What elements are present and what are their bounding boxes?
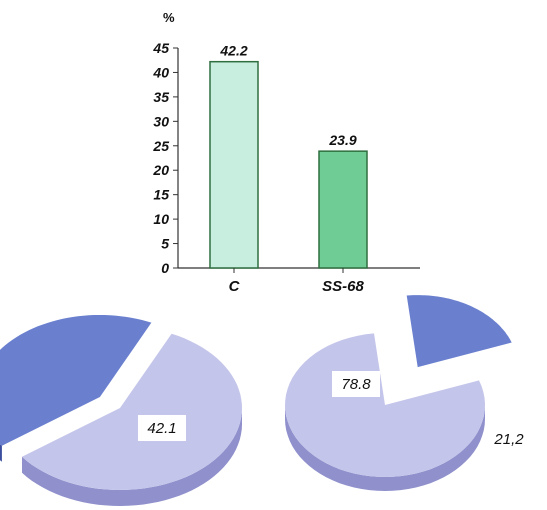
pie-slice-top	[285, 333, 485, 477]
slice-label-box	[485, 426, 533, 452]
y-tick-label: 30	[153, 113, 169, 129]
y-tick-label: 10	[153, 211, 169, 227]
pie-chart-2: 78.8 21,2	[285, 295, 533, 491]
y-tick-label: 35	[153, 89, 169, 105]
bar-chart: % 0 5 10 15 20 25 30 35 40 45 42.2 C 23.9 SS-68	[152, 10, 420, 295]
bar-value-label: 42.2	[219, 43, 247, 59]
pie-chart-1: 57.942.1	[0, 315, 242, 506]
y-unit-label: %	[163, 10, 175, 25]
pie-slice-side	[0, 444, 2, 462]
pie-slice: 21,2	[406, 295, 533, 452]
pie-slice-top	[22, 333, 242, 490]
bar-ss-68	[318, 150, 368, 269]
pie-slice: 42.1	[0, 315, 186, 462]
bar-c	[209, 60, 259, 269]
slice-label-box	[138, 415, 186, 441]
bar-value-label: 23.9	[328, 132, 356, 148]
pie-slice-side	[22, 408, 242, 506]
y-tick-label: 25	[152, 138, 169, 154]
y-tick-label: 20	[152, 162, 169, 178]
slice-label-box	[332, 371, 380, 397]
category-label: SS-68	[322, 278, 364, 295]
slice-label: 42.1	[147, 420, 176, 437]
pie-slice-top	[0, 315, 152, 446]
y-ticks: 0 5 10 15 20 25 30 35 40 45	[152, 40, 178, 276]
slice-label: 21,2	[493, 431, 524, 448]
y-tick-label: 15	[153, 187, 169, 203]
category-label: C	[229, 278, 241, 295]
pie-slice: 78.8	[285, 333, 485, 491]
slice-label: 78.8	[341, 376, 371, 393]
bars: 42.2 C 23.9 SS-68	[209, 43, 368, 295]
pie-slice-side	[285, 405, 485, 491]
y-tick-label: 0	[161, 260, 169, 276]
y-tick-label: 45	[152, 40, 169, 56]
pie-slice-top	[406, 295, 512, 368]
y-tick-label: 5	[161, 236, 169, 252]
y-tick-label: 40	[152, 64, 169, 80]
